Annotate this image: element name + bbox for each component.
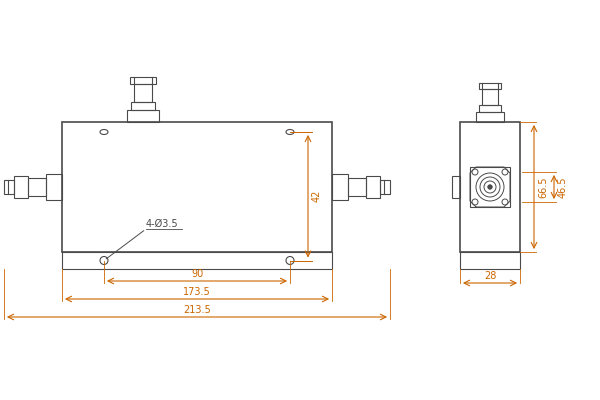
Bar [348, 178, 366, 196]
Bar [452, 176, 460, 198]
Bar [62, 252, 332, 269]
Text: 213.5: 213.5 [183, 305, 211, 315]
Text: 4-Ø3.5: 4-Ø3.5 [146, 219, 179, 229]
Bar [130, 77, 156, 84]
Text: 28: 28 [484, 271, 496, 281]
Bar [476, 112, 504, 122]
Bar [460, 122, 520, 252]
Bar [134, 84, 152, 102]
Circle shape [488, 185, 492, 189]
Bar [46, 174, 62, 200]
Bar [14, 176, 28, 198]
Bar [332, 174, 348, 200]
Text: 173.5: 173.5 [183, 287, 211, 297]
Bar [127, 110, 159, 122]
Text: 90: 90 [191, 269, 203, 279]
Text: 42: 42 [312, 190, 322, 202]
Bar [479, 105, 501, 112]
Bar [4, 180, 14, 194]
Bar [479, 83, 501, 89]
Bar [380, 180, 390, 194]
Bar [460, 252, 520, 269]
Text: 46.5: 46.5 [558, 176, 568, 198]
Bar [28, 178, 46, 196]
Bar [131, 102, 155, 110]
Bar [366, 176, 380, 198]
Bar [62, 122, 332, 252]
Bar [482, 89, 498, 105]
Bar [470, 167, 510, 207]
Text: 66.5: 66.5 [538, 176, 548, 198]
